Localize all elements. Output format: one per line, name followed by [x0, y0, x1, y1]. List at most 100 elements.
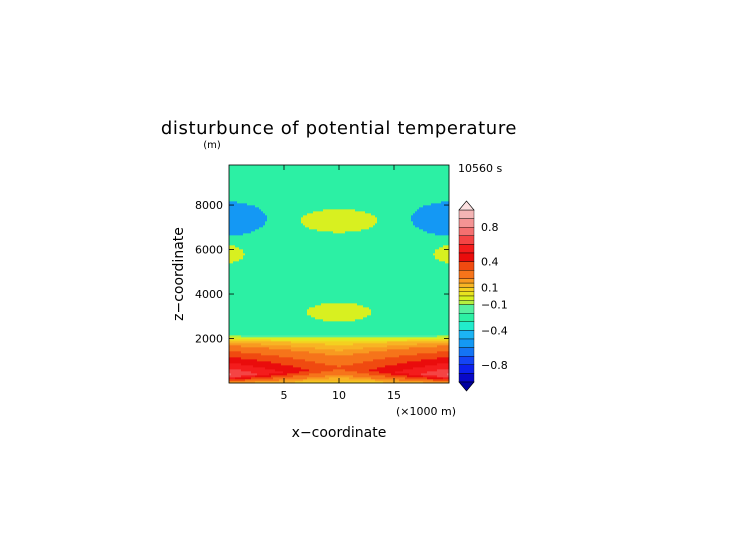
heatmap-cell — [279, 353, 282, 356]
heatmap-cell — [305, 165, 308, 168]
heatmap-cell — [279, 359, 282, 362]
heatmap-cell — [257, 253, 260, 256]
heatmap-cell — [265, 227, 268, 230]
heatmap-cell — [279, 307, 282, 310]
heatmap-cell — [243, 277, 246, 280]
heatmap-cell — [285, 171, 288, 174]
heatmap-cell — [249, 329, 252, 332]
heatmap-cell — [285, 281, 288, 284]
heatmap-cell — [271, 333, 274, 336]
heatmap-cell — [283, 341, 286, 344]
heatmap-cell — [239, 199, 242, 202]
heatmap-cell — [317, 201, 320, 204]
heatmap-cell — [259, 303, 262, 306]
heatmap-cell — [229, 259, 232, 262]
heatmap-cell — [265, 311, 268, 314]
heatmap-cell — [251, 377, 254, 380]
heatmap-cell — [239, 329, 242, 332]
heatmap-cell — [273, 361, 276, 364]
heatmap-cell — [255, 177, 258, 180]
heatmap-cell — [307, 317, 310, 320]
heatmap-cell — [263, 343, 266, 346]
heatmap-cell — [289, 213, 292, 216]
heatmap-cell — [291, 241, 294, 244]
heatmap-cell — [251, 305, 254, 308]
heatmap-cell — [279, 233, 282, 236]
heatmap-cell — [279, 253, 282, 256]
heatmap-cell — [319, 351, 322, 354]
heatmap-cell — [257, 283, 260, 286]
heatmap-cell — [287, 207, 290, 210]
heatmap-cell — [229, 311, 232, 314]
heatmap-cell — [251, 191, 254, 194]
heatmap-cell — [237, 249, 240, 252]
heatmap-cell — [309, 223, 312, 226]
heatmap-cell — [243, 173, 246, 176]
heatmap-cell — [315, 307, 318, 310]
heatmap-cell — [281, 307, 284, 310]
heatmap-cell — [237, 263, 240, 266]
heatmap-cell — [243, 237, 246, 240]
heatmap-cell — [237, 257, 240, 260]
heatmap-cell — [295, 367, 298, 370]
heatmap-cell — [303, 267, 306, 270]
heatmap-cell — [307, 337, 310, 340]
heatmap-cell — [255, 265, 258, 268]
heatmap-cell — [279, 191, 282, 194]
heatmap-cell — [291, 295, 294, 298]
heatmap-cell — [271, 367, 274, 370]
heatmap-cell — [315, 203, 318, 206]
heatmap-cell — [249, 305, 252, 308]
heatmap-cell — [239, 195, 242, 198]
heatmap-cell — [311, 291, 314, 294]
heatmap-cell — [247, 173, 250, 176]
heatmap-cell — [275, 269, 278, 272]
heatmap-cell — [255, 253, 258, 256]
heatmap-cell — [303, 285, 306, 288]
heatmap-cell — [319, 335, 322, 338]
heatmap-cell — [309, 361, 312, 364]
heatmap-cell — [231, 331, 234, 334]
heatmap-cell — [307, 269, 310, 272]
heatmap-cell — [319, 291, 322, 294]
heatmap-cell — [273, 225, 276, 228]
heatmap-cell — [285, 317, 288, 320]
heatmap-cell — [233, 375, 236, 378]
heatmap-cell — [237, 245, 240, 248]
heatmap-cell — [269, 255, 272, 258]
heatmap-cell — [311, 197, 314, 200]
heatmap-cell — [263, 233, 266, 236]
heatmap-cell — [277, 291, 280, 294]
heatmap-cell — [267, 305, 270, 308]
heatmap-cell — [251, 313, 254, 316]
heatmap-cell — [267, 179, 270, 182]
heatmap-cell — [231, 365, 234, 368]
heatmap-cell — [305, 297, 308, 300]
heatmap-cell — [317, 285, 320, 288]
heatmap-cell — [303, 173, 306, 176]
heatmap-cell — [301, 347, 304, 350]
heatmap-cell — [297, 341, 300, 344]
heatmap-cell — [233, 317, 236, 320]
heatmap-cell — [253, 375, 256, 378]
heatmap-cell — [265, 307, 268, 310]
heatmap-cell — [233, 275, 236, 278]
heatmap-cell — [283, 235, 286, 238]
heatmap-cell — [239, 237, 242, 240]
heatmap-cell — [241, 341, 244, 344]
heatmap-cell — [297, 321, 300, 324]
heatmap-cell — [267, 185, 270, 188]
heatmap-cell — [263, 239, 266, 242]
heatmap-cell — [261, 355, 264, 358]
heatmap-cell — [293, 241, 296, 244]
heatmap-cell — [267, 205, 270, 208]
heatmap-cell — [295, 205, 298, 208]
heatmap-cell — [277, 337, 280, 340]
heatmap-cell — [271, 307, 274, 310]
heatmap-cell — [303, 293, 306, 296]
heatmap-cell — [299, 333, 302, 336]
heatmap-cell — [269, 173, 272, 176]
heatmap-cell — [233, 343, 236, 346]
heatmap-cell — [271, 327, 274, 330]
heatmap-cell — [299, 171, 302, 174]
